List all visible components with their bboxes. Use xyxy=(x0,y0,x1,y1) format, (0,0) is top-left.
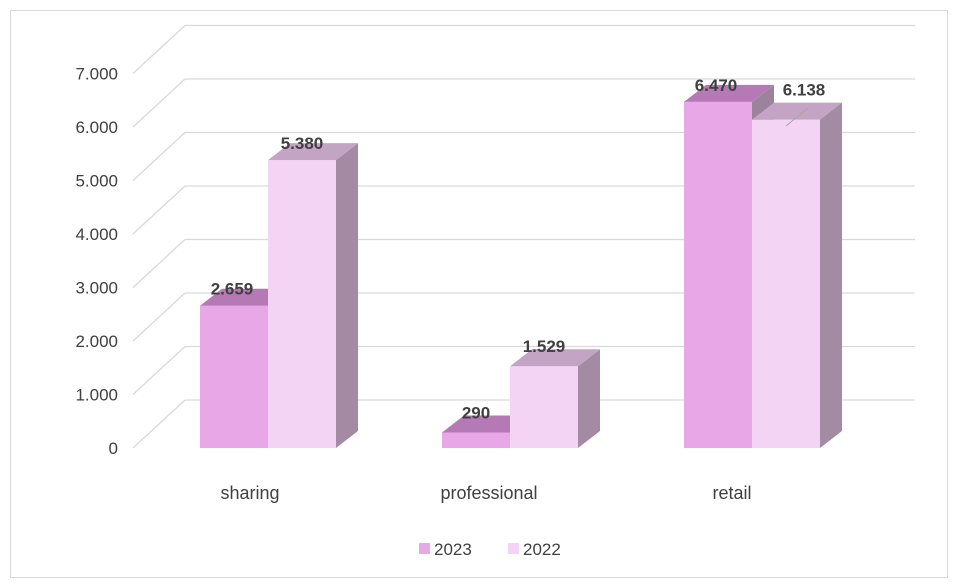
bar-top xyxy=(268,143,358,161)
gridline-side xyxy=(132,292,186,342)
bar-front xyxy=(510,366,578,448)
data-label: 5.380 xyxy=(281,134,324,153)
legend-label: 2022 xyxy=(523,540,561,559)
x-category-label: professional xyxy=(440,483,537,503)
y-tick-label: 0 xyxy=(109,439,118,458)
x-category-label: retail xyxy=(712,483,751,503)
bar-side xyxy=(578,349,600,448)
x-category-label: sharing xyxy=(220,483,279,503)
legend: 2023 2022 xyxy=(419,540,561,559)
bar-front xyxy=(442,432,510,448)
gridline-side xyxy=(132,25,186,74)
legend-swatch xyxy=(508,543,519,554)
bar-retail-2022 xyxy=(752,102,842,448)
data-label: 1.529 xyxy=(523,337,566,356)
bar-side xyxy=(336,143,358,449)
bar-front xyxy=(200,305,268,448)
legend-label: 2023 xyxy=(434,540,472,559)
gridline-side xyxy=(132,399,186,449)
bar-front xyxy=(752,119,820,448)
label-leader-line xyxy=(785,107,809,127)
gridline-side xyxy=(132,185,186,235)
data-label: 290 xyxy=(462,403,490,422)
bar-top xyxy=(510,349,600,367)
bar-sharing-2022 xyxy=(268,143,358,449)
y-tick-label: 5.000 xyxy=(75,172,118,191)
bar-top xyxy=(684,84,774,102)
data-label: 6.138 xyxy=(783,81,826,100)
x-axis-categories: sharing professional retail xyxy=(220,483,751,503)
data-label: 6.470 xyxy=(695,76,738,95)
data-label: 2.659 xyxy=(211,280,254,299)
legend-swatch xyxy=(419,543,430,554)
legend-item-2022: 2022 xyxy=(508,540,561,559)
legend-item-2023: 2023 xyxy=(419,540,472,559)
y-tick-label: 4.000 xyxy=(75,225,118,244)
bar-top xyxy=(200,288,290,306)
y-tick-label: 6.000 xyxy=(75,118,118,137)
y-tick-label: 3.000 xyxy=(75,279,118,298)
gridline-side xyxy=(132,346,186,395)
bar-professional-2022 xyxy=(510,349,600,448)
y-tick-label: 1.000 xyxy=(75,386,118,405)
bars xyxy=(200,84,842,449)
data-labels: 2.659 5.380 290 1.529 6.470 6.138 xyxy=(211,76,826,423)
y-axis-ticks: 0 1.000 2.000 3.000 4.000 5.000 6.000 7.000 xyxy=(75,65,118,459)
bar-front xyxy=(684,101,752,448)
bar-top xyxy=(752,102,842,120)
y-tick-label: 2.000 xyxy=(75,332,118,351)
bar-top xyxy=(442,415,532,433)
bar-front xyxy=(268,160,336,449)
gridline-side xyxy=(132,132,186,181)
gridline-side xyxy=(132,239,186,288)
y-tick-label: 7.000 xyxy=(75,65,118,84)
gridline-side xyxy=(132,78,186,128)
bar-side xyxy=(820,102,842,448)
